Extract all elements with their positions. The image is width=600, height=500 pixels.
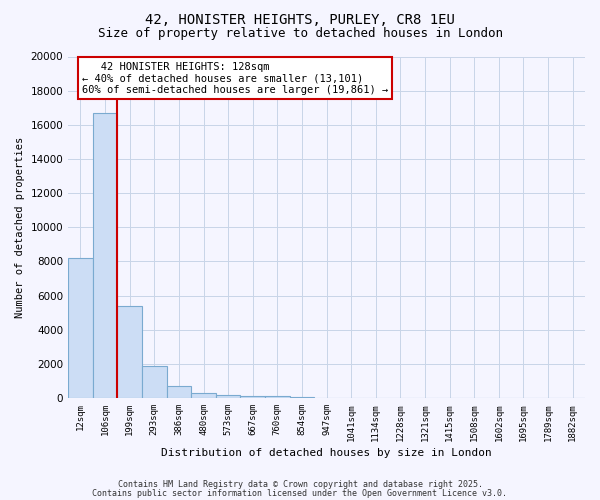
- Text: Contains public sector information licensed under the Open Government Licence v3: Contains public sector information licen…: [92, 488, 508, 498]
- Bar: [265, 396, 290, 398]
- Y-axis label: Number of detached properties: Number of detached properties: [15, 136, 25, 318]
- Text: 42 HONISTER HEIGHTS: 128sqm
← 40% of detached houses are smaller (13,101)
60% of: 42 HONISTER HEIGHTS: 128sqm ← 40% of det…: [82, 62, 388, 95]
- Bar: [167, 386, 191, 398]
- X-axis label: Distribution of detached houses by size in London: Distribution of detached houses by size …: [161, 448, 492, 458]
- Text: Contains HM Land Registry data © Crown copyright and database right 2025.: Contains HM Land Registry data © Crown c…: [118, 480, 482, 489]
- Bar: [93, 113, 118, 398]
- Bar: [142, 366, 167, 398]
- Text: Size of property relative to detached houses in London: Size of property relative to detached ho…: [97, 28, 503, 40]
- Bar: [68, 258, 93, 398]
- Text: 42, HONISTER HEIGHTS, PURLEY, CR8 1EU: 42, HONISTER HEIGHTS, PURLEY, CR8 1EU: [145, 12, 455, 26]
- Bar: [216, 394, 241, 398]
- Bar: [290, 397, 314, 398]
- Bar: [241, 396, 265, 398]
- Bar: [191, 393, 216, 398]
- Bar: [118, 306, 142, 398]
